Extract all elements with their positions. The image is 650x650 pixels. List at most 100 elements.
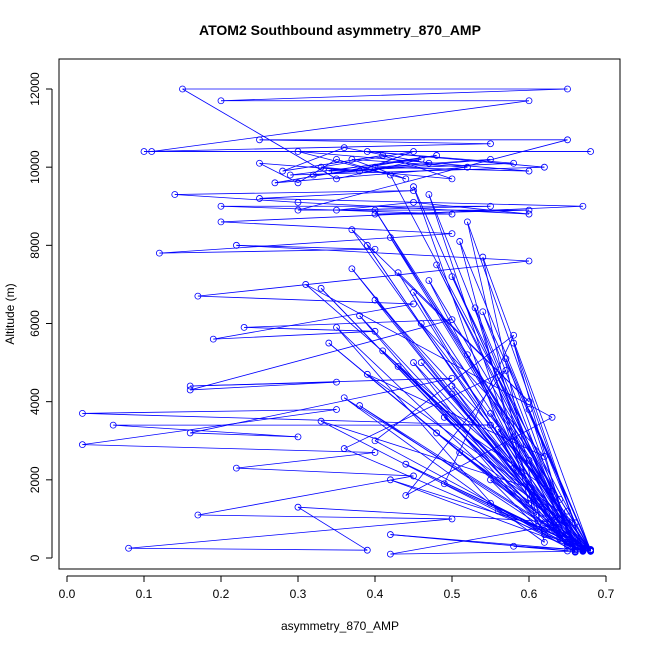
series-segment	[390, 479, 584, 552]
series-segment	[436, 432, 545, 508]
y-tick-label: 4000	[28, 388, 42, 415]
data-point	[309, 171, 317, 179]
data-point	[502, 355, 510, 363]
data-point	[356, 167, 364, 175]
series-segment	[428, 194, 522, 473]
series-segment	[428, 280, 591, 551]
series-segment	[397, 272, 530, 402]
data-point	[179, 85, 186, 93]
data-point	[386, 476, 394, 484]
data-point	[333, 324, 340, 331]
data-point	[463, 163, 471, 171]
data-point	[525, 210, 533, 218]
data-point	[294, 503, 302, 511]
data-points	[79, 85, 594, 558]
series-segment	[513, 436, 591, 552]
data-point	[487, 499, 494, 507]
data-point	[456, 238, 464, 245]
y-tick-label: 12000	[28, 72, 42, 106]
data-point	[256, 159, 263, 167]
data-point	[302, 281, 310, 288]
data-point	[386, 531, 394, 538]
series-segment	[197, 295, 414, 305]
x-axis: 0.0 0.1 0.2 0.3 0.4 0.5 0.6 0.7	[59, 575, 615, 601]
data-point	[333, 378, 340, 386]
x-tick-label: 0.6	[521, 587, 538, 601]
data-point	[79, 441, 86, 449]
series-segment	[367, 151, 545, 168]
data-point	[294, 206, 302, 214]
data-point	[140, 148, 148, 155]
data-point	[525, 257, 533, 265]
data-point	[564, 540, 571, 548]
series-segment	[197, 260, 530, 297]
series-segment	[151, 100, 530, 152]
series-segment	[274, 166, 468, 184]
series-segment	[259, 198, 583, 207]
data-point	[386, 550, 394, 558]
data-point	[410, 148, 417, 155]
data-point	[294, 433, 302, 441]
data-point	[371, 245, 379, 253]
data-point	[448, 316, 456, 323]
data-point	[525, 499, 533, 507]
series-segment	[490, 413, 576, 551]
data-point	[256, 136, 263, 144]
data-point	[525, 167, 533, 175]
series-segment	[513, 342, 568, 535]
data-point	[479, 253, 487, 261]
series-segment	[220, 88, 568, 102]
data-point	[394, 269, 402, 277]
series-segment	[290, 166, 545, 176]
data-point	[402, 175, 410, 183]
series-segment	[505, 358, 576, 551]
data-point	[525, 406, 533, 413]
data-lines	[82, 88, 591, 555]
series-segment	[467, 221, 538, 527]
x-tick-label: 0.5	[444, 587, 461, 601]
data-point	[317, 163, 325, 171]
series-segment	[143, 143, 491, 152]
data-point	[448, 230, 456, 238]
series-segment	[236, 244, 376, 250]
series-segment	[197, 514, 453, 520]
data-point	[209, 335, 217, 343]
data-point	[525, 97, 533, 105]
data-point	[587, 148, 594, 155]
data-point	[340, 394, 348, 402]
data-point	[564, 519, 571, 527]
series-segment	[390, 174, 591, 552]
data-point	[79, 409, 86, 417]
y-tick-label: 10000	[28, 150, 42, 184]
series-segment	[374, 299, 553, 492]
data-point	[363, 148, 371, 155]
data-point	[448, 210, 456, 218]
data-point	[333, 175, 340, 183]
data-point	[425, 277, 433, 284]
series-segment	[482, 311, 591, 550]
data-point	[402, 460, 410, 468]
data-point	[548, 511, 556, 519]
data-point	[525, 456, 533, 464]
data-point	[548, 523, 556, 531]
data-point	[410, 187, 417, 195]
data-point	[410, 183, 417, 191]
y-tick-label: 6000	[28, 310, 42, 337]
data-point	[363, 370, 371, 378]
series-segment	[390, 479, 553, 532]
series-segment	[459, 241, 530, 504]
series-segment	[367, 373, 576, 524]
series-segment	[459, 241, 576, 523]
series-segment	[482, 256, 545, 543]
data-point	[548, 413, 556, 421]
data-point	[456, 449, 464, 456]
data-point	[417, 155, 425, 163]
data-point	[417, 359, 425, 366]
data-point	[510, 433, 517, 441]
series-segment	[490, 413, 591, 552]
series-segment	[428, 280, 561, 539]
data-point	[448, 382, 456, 390]
data-point	[371, 327, 379, 335]
series-segment	[374, 440, 576, 549]
x-tick-label: 0.3	[290, 587, 307, 601]
